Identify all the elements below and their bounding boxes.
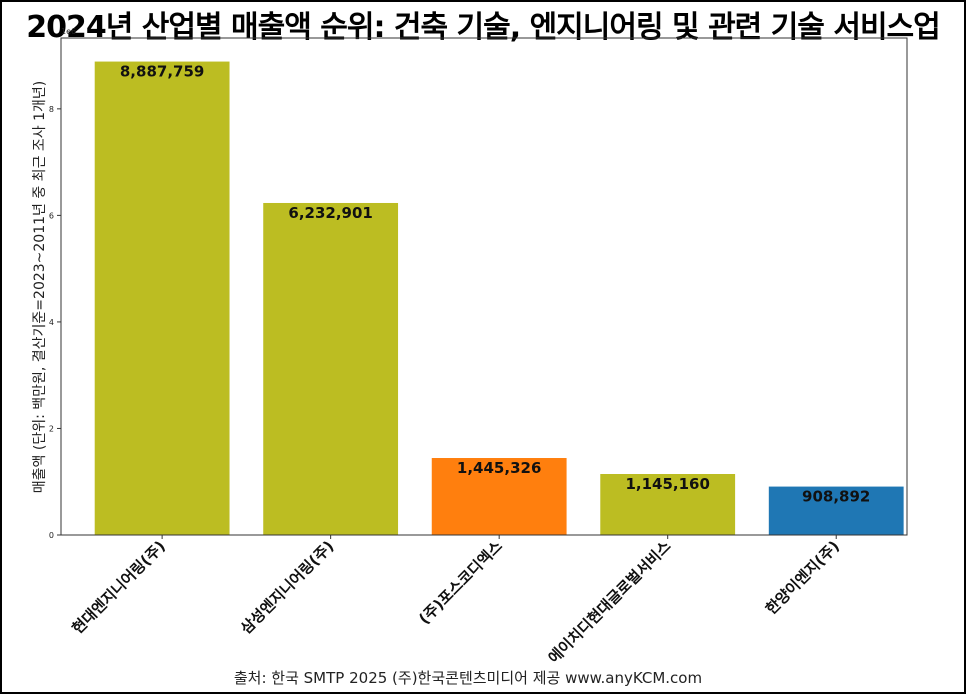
- bar-value-label: 8,887,759: [120, 63, 204, 81]
- x-axis: 현대엔지니어링(주) 삼성엔지니어링(주) (주)포스코디엑스 에이치디현대글로벌서비…: [68, 535, 843, 667]
- y-tick-label: 2: [49, 424, 54, 433]
- x-tick-label: 한양이엔지(주): [762, 537, 843, 618]
- bar: [431, 458, 567, 535]
- x-tick-label: 에이치디현대글로벌서비스: [545, 537, 675, 667]
- value-labels: 8,887,759 6,232,901 1,445,326 1,145,160 908,…: [120, 63, 870, 506]
- source-caption: 출처: 한국 SMTP 2025 (주)한국콘텐츠미디어 제공 www.anyK…: [233, 669, 703, 687]
- y-tick-label: 6: [49, 211, 54, 220]
- y-axis-offset-label: 1e6: [61, 27, 76, 36]
- x-tick-label: (주)포스코디엑스: [415, 537, 506, 628]
- y-axis: 0 2 4 6 8: [49, 105, 61, 540]
- bar-value-label: 908,892: [802, 488, 870, 506]
- y-tick-label: 0: [49, 531, 54, 540]
- bars-layer: [94, 61, 904, 536]
- y-tick-label: 4: [49, 318, 54, 327]
- bar: [600, 474, 736, 535]
- bar: [94, 61, 230, 536]
- bar-value-label: 1,445,326: [457, 459, 541, 477]
- plot-area: [60, 37, 908, 536]
- y-axis-label: 매출액 (단위: 백만원, 결산기준=2023~2011년 중 최근 조사 1개…: [32, 81, 48, 493]
- bar: [768, 486, 904, 535]
- bar: [263, 202, 399, 536]
- bar-value-label: 6,232,901: [288, 204, 372, 222]
- bar-value-label: 1,145,160: [625, 475, 709, 493]
- chart-title: 2024년 산업별 매출액 순위: 건축 기술, 엔지니어링 및 관련 기술 서…: [26, 10, 941, 45]
- x-tick-label: 현대엔지니어링(주): [68, 537, 168, 637]
- y-tick-label: 8: [49, 105, 54, 114]
- x-tick-label: 삼성엔지니어링(주): [237, 537, 337, 637]
